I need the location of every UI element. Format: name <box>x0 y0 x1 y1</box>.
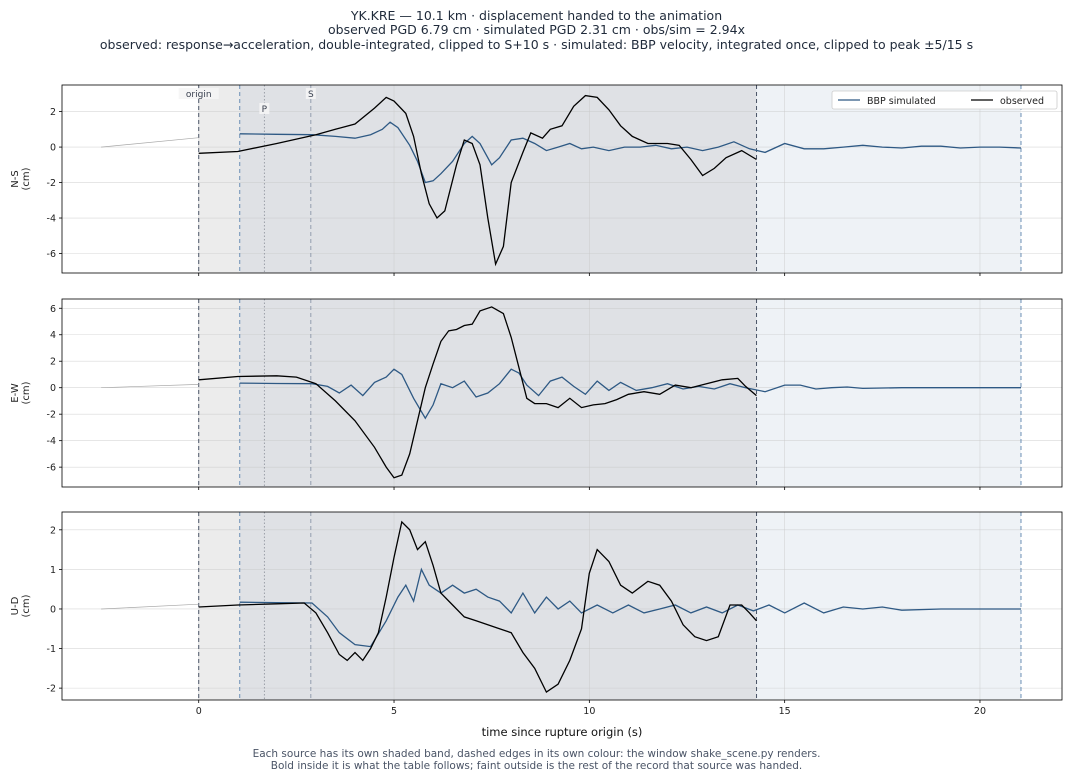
y-tick-label: 6 <box>50 304 56 315</box>
simulated-trace <box>239 567 1021 648</box>
caption-line-1: Each source has its own shaded band, das… <box>252 748 821 760</box>
y-tick-label: 2 <box>50 107 56 118</box>
observed-trace <box>198 94 757 267</box>
pre-window-trace <box>101 384 199 389</box>
chart-title-line-1: YK.KRE — 10.1 km · displacement handed t… <box>350 8 723 23</box>
origin-marker-label: origin <box>186 90 212 100</box>
caption-line-2: Bold inside it is what the table follows… <box>270 760 803 772</box>
panel-frame <box>61 298 1063 488</box>
observed-trace <box>198 520 757 694</box>
panel-2: -6 -4 -2 0 2 4 6 E-W(cm) <box>10 298 1063 490</box>
y-tick-label: 0 <box>50 604 56 615</box>
chart-title-line-2: observed PGD 6.79 cm · simulated PGD 2.3… <box>328 22 745 37</box>
y-tick-label: -1 <box>47 644 56 655</box>
overlap-window-band <box>239 512 757 700</box>
panel-frame <box>61 84 1063 274</box>
x-tick-label: 0 <box>196 706 202 717</box>
panel-1: -6 -4 -2 0 2 N-S(cm) origin P S BBP simulated obse… <box>10 84 1063 276</box>
legend: BBP simulated observed <box>831 90 1058 110</box>
y-tick-label: -6 <box>47 463 56 474</box>
legend-box <box>831 90 1058 110</box>
y-axis-label: E-W(cm) <box>10 381 32 404</box>
legend-label-observed: observed <box>1000 96 1044 107</box>
y-tick-label: -4 <box>47 214 56 225</box>
y-tick-label: -2 <box>47 684 56 695</box>
origin-marker-label-bg <box>178 88 219 99</box>
y-axis-label: N-S(cm) <box>10 167 32 190</box>
observed-window-band <box>198 299 240 487</box>
p-marker-label-bg <box>259 103 270 114</box>
overlap-window-band <box>239 85 757 273</box>
simulated-trace <box>239 121 1022 184</box>
observed-window-band <box>198 85 240 273</box>
legend-label-simulated: BBP simulated <box>867 96 936 107</box>
pre-window-trace <box>101 603 199 610</box>
s-marker-label-bg <box>305 88 316 99</box>
y-tick-label: 2 <box>50 525 56 536</box>
overlap-window-band <box>239 299 757 487</box>
y-tick-label: -2 <box>47 410 56 421</box>
p-marker-label: P <box>262 105 268 115</box>
x-tick-label: 20 <box>974 706 986 717</box>
x-axis-label: time since rupture origin (s) <box>482 725 643 739</box>
y-tick-label: -4 <box>47 436 56 447</box>
observed-trace <box>198 306 757 479</box>
x-tick-label: 15 <box>779 706 791 717</box>
y-tick-label: -2 <box>47 178 56 189</box>
simulated-window-band <box>756 299 1021 487</box>
chart-title-line-3: observed: response→acceleration, double-… <box>99 37 974 52</box>
y-tick-label: 2 <box>50 357 56 368</box>
simulated-window-band <box>756 85 1021 273</box>
y-tick-label: 0 <box>50 383 56 394</box>
y-tick-label: 1 <box>50 565 56 576</box>
simulated-window-band <box>756 512 1021 700</box>
y-tick-label: -6 <box>47 249 56 260</box>
s-marker-label: S <box>308 90 314 100</box>
x-tick-label: 10 <box>583 706 595 717</box>
y-axis-label: U-D(cm) <box>10 594 32 617</box>
pre-window-trace <box>101 137 199 148</box>
panel-frame <box>61 511 1063 701</box>
x-tick-label: 5 <box>391 706 397 717</box>
simulated-trace <box>239 368 1021 420</box>
y-tick-label: 0 <box>50 143 56 154</box>
y-tick-label: 4 <box>50 330 56 341</box>
